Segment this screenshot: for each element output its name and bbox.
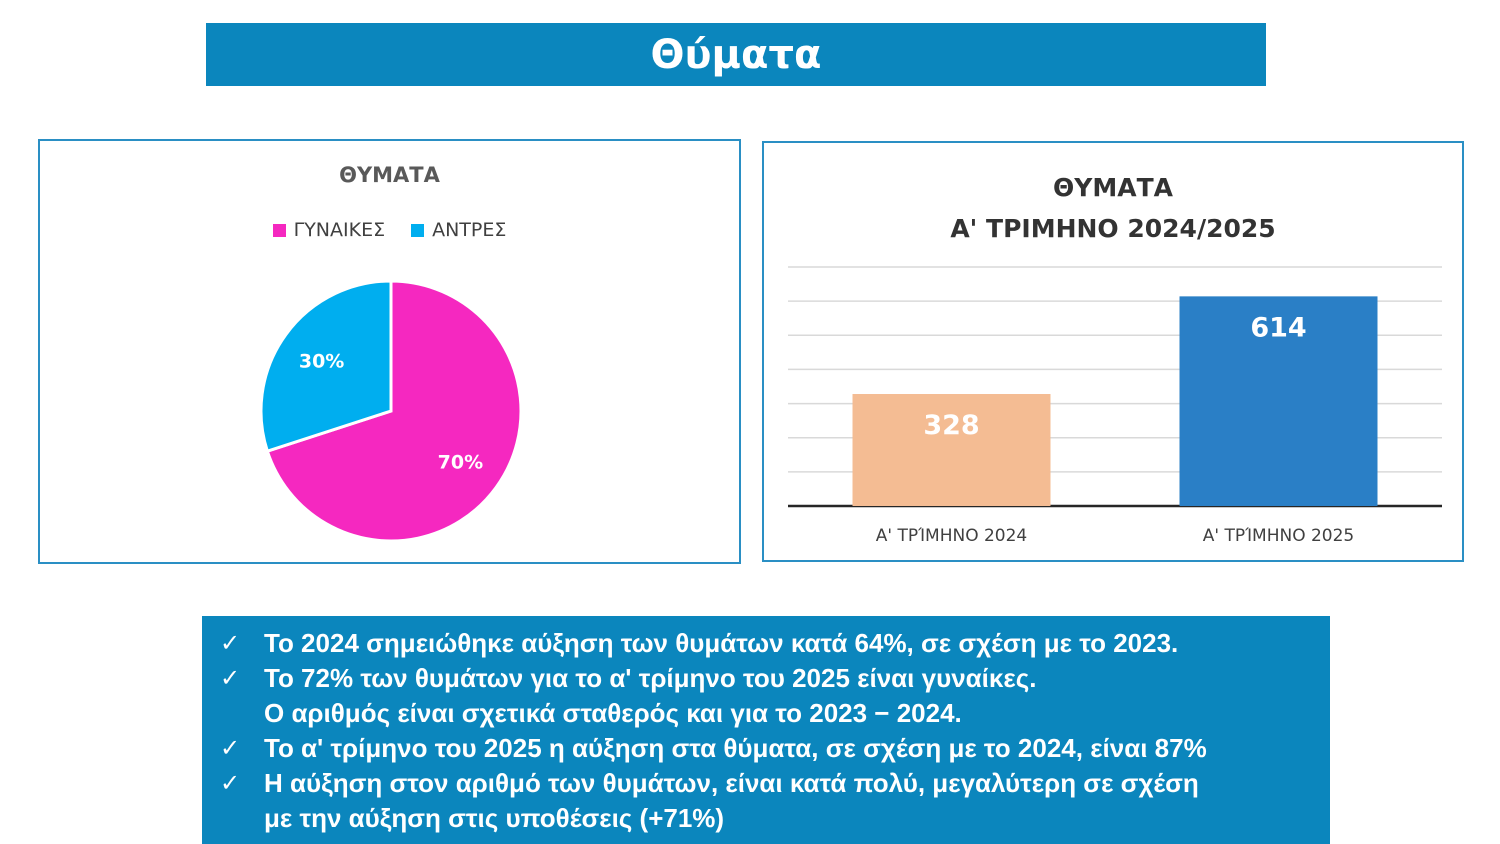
note-line: Το α' τρίμηνο του 2025 η αύξηση στα θύμα… [264,733,1207,763]
note-line: Το 2024 σημειώθηκε αύξηση των θυμάτων κα… [264,628,1179,658]
bar-chart-title: ΘΥΜΑΤΑ Α' ΤΡΙΜΗΝΟ 2024/2025 [764,167,1462,249]
bar [1179,296,1378,506]
note-item: ✓ Το 72% των θυμάτων για το α' τρίμηνο τ… [220,661,1310,731]
note-item: ✓ Το 2024 σημειώθηκε αύξηση των θυμάτων … [220,626,1310,661]
bar [852,394,1051,506]
note-text: Η αύξηση στον αριθμό των θυμάτων, είναι … [264,766,1199,836]
pie-chart: 70% 30% [259,279,523,543]
check-icon: ✓ [220,664,241,692]
legend-label-women: ΓΥΝΑΙΚΕΣ [293,219,386,241]
pie-data-label: 30% [299,351,344,373]
note-line: με την αύξηση στις υποθέσεις (+71%) [264,803,725,833]
note-item: ✓ Η αύξηση στον αριθμό των θυμάτων, είνα… [220,766,1310,836]
legend-label-men: ΑΝΤΡΕΣ [432,219,507,241]
bar-chart: 328 Α' ΤΡΊΜΗΝΟ 2024 614 Α' ΤΡΊΜΗΝΟ 2025 [788,266,1442,546]
note-line: Η αύξηση στον αριθμό των θυμάτων, είναι … [264,768,1199,798]
pie-slice [259,279,393,454]
legend-item-women: ΓΥΝΑΙΚΕΣ [272,219,386,241]
check-icon: ✓ [220,769,241,797]
pie-legend: ΓΥΝΑΙΚΕΣ ΑΝΤΡΕΣ [40,219,739,241]
page-title: Θύματα [206,23,1266,86]
pie-slice [265,279,523,543]
pie-data-label: 70% [438,451,483,473]
check-icon: ✓ [220,734,241,762]
bar-data-label: 328 [923,410,979,441]
note-text: Το 72% των θυμάτων για το α' τρίμηνο του… [264,661,1036,731]
note-line: Ο αριθμός είναι σχετικά σταθερός και για… [264,698,962,728]
legend-item-men: ΑΝΤΡΕΣ [411,219,506,241]
pie-slice-group: 30% [259,279,393,454]
bar-chart-title-line-1: ΘΥΜΑΤΑ [1053,173,1173,202]
pie-chart-panel: ΘΥΜΑΤΑ ΓΥΝΑΙΚΕΣ ΑΝΤΡΕΣ 70% 30% [38,139,741,564]
x-tick-label: Α' ΤΡΊΜΗΝΟ 2024 [876,526,1028,546]
bar-data-label: 614 [1250,312,1306,343]
pie-slice-group: 70% [265,279,523,543]
note-text: Το α' τρίμηνο του 2025 η αύξηση στα θύμα… [264,731,1207,766]
check-icon: ✓ [220,629,241,657]
notes-box: ✓ Το 2024 σημειώθηκε αύξηση των θυμάτων … [202,616,1330,844]
bar-chart-title-line-2: Α' ΤΡΙΜΗΝΟ 2024/2025 [950,214,1276,243]
legend-swatch-men [411,223,425,237]
x-tick-label: Α' ΤΡΊΜΗΝΟ 2025 [1203,526,1355,546]
note-item: ✓ Το α' τρίμηνο του 2025 η αύξηση στα θύ… [220,731,1310,766]
note-line: Το 72% των θυμάτων για το α' τρίμηνο του… [264,663,1037,693]
note-text: Το 2024 σημειώθηκε αύξηση των θυμάτων κα… [264,626,1178,661]
bar-chart-panel: ΘΥΜΑΤΑ Α' ΤΡΙΜΗΝΟ 2024/2025 328 Α' ΤΡΊΜΗΝ… [762,141,1464,562]
legend-swatch-women [272,223,286,237]
pie-chart-title: ΘΥΜΑΤΑ [339,163,440,187]
